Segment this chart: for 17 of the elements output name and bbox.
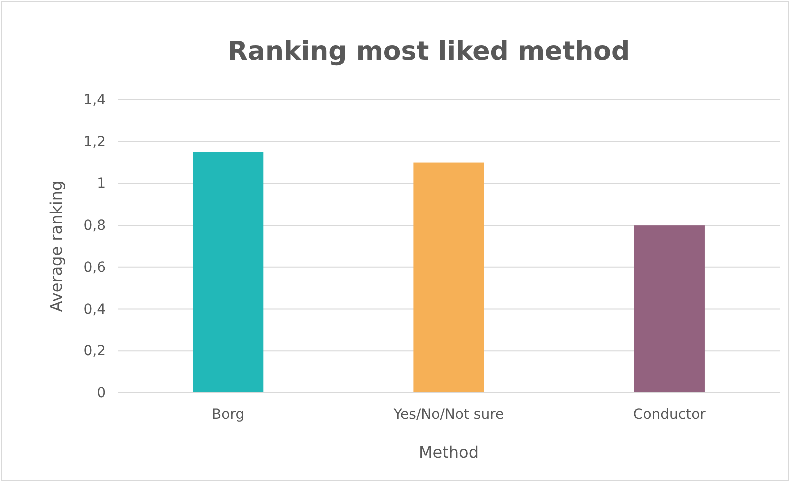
y-tick-label: 1,4 — [84, 92, 106, 108]
x-tick-label: Borg — [212, 406, 245, 423]
bar — [634, 226, 705, 393]
x-tick-label: Conductor — [633, 406, 706, 423]
y-tick-label: 0,8 — [84, 218, 106, 234]
y-tick-label: 1 — [97, 176, 106, 192]
chart-title: Ranking most liked method — [228, 37, 630, 67]
y-tick-label: 0 — [97, 385, 106, 402]
x-axis-title: Method — [418, 443, 480, 462]
bar — [414, 162, 484, 393]
y-tick-label: 0,6 — [84, 260, 106, 276]
y-tick-label: 1,2 — [84, 134, 106, 150]
y-tick-label: 0,2 — [84, 344, 106, 360]
bar — [193, 152, 264, 393]
y-axis-title: Average ranking — [47, 180, 66, 312]
x-tick-label: Yes/No/Not sure — [392, 406, 504, 423]
y-tick-label: 0,4 — [84, 302, 106, 318]
